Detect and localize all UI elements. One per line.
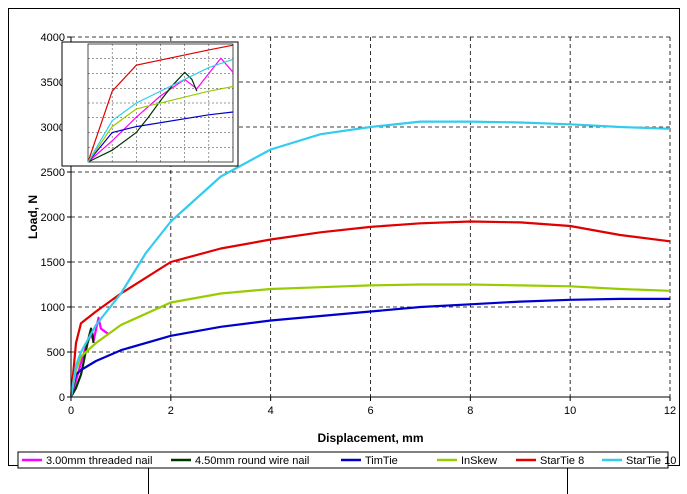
x-tick-label: 2 (168, 405, 174, 417)
y-tick-label: 0 (59, 392, 65, 404)
inset-series-line-startie-10 (87, 58, 234, 163)
x-tick-label: 8 (467, 405, 473, 417)
tick-labels: 0 500 1000 1500 2000 2500 3000 3500 4000 0 2 4 6 8 10 1… (41, 32, 677, 417)
x-tick-label: 0 (68, 405, 74, 417)
legend: 3.00mm threaded nail 4.50mm round wire na… (17, 451, 676, 469)
legend-label-startie-8: StarTie 8 (540, 455, 584, 467)
legend-label-4-50mm-round-wire-nail: 4.50mm round wire nail (195, 455, 309, 467)
x-axis-title: Displacement, mm (317, 431, 423, 445)
inset-series-line-startie-8 (87, 44, 234, 163)
y-tick-label: 2000 (41, 212, 65, 224)
series-line-inskew (69, 283, 671, 398)
y-tick-label: 3000 (41, 122, 65, 134)
series-line-startie-8 (69, 220, 671, 398)
y-tick-label: 2500 (41, 167, 65, 179)
legend-label-timtie: TimTie (365, 455, 398, 467)
series-line-timtie (69, 297, 670, 398)
series-layer (69, 120, 671, 398)
y-tick-label: 1500 (41, 257, 65, 269)
x-tick-label: 12 (664, 405, 676, 417)
y-tick-label: 1000 (41, 302, 65, 314)
caption-box (148, 466, 568, 494)
inset-series-line-inskew (87, 85, 234, 163)
x-tick-label: 10 (564, 405, 576, 417)
y-axis-title: Load, N (26, 195, 40, 239)
x-tick-label: 6 (367, 405, 373, 417)
y-tick-label: 4000 (41, 32, 65, 44)
inset-series-line-timtie (87, 111, 234, 163)
y-tick-label: 500 (47, 347, 65, 359)
legend-label-inskew: InSkew (461, 455, 497, 467)
x-tick-label: 4 (268, 405, 274, 417)
series-line-startie-10 (69, 120, 671, 398)
legend-label-3-00mm-threaded-nail: 3.00mm threaded nail (46, 455, 152, 467)
y-tick-label: 3500 (41, 77, 65, 89)
inset-chart (61, 41, 239, 167)
legend-label-startie-10: StarTie 10 (626, 455, 676, 467)
